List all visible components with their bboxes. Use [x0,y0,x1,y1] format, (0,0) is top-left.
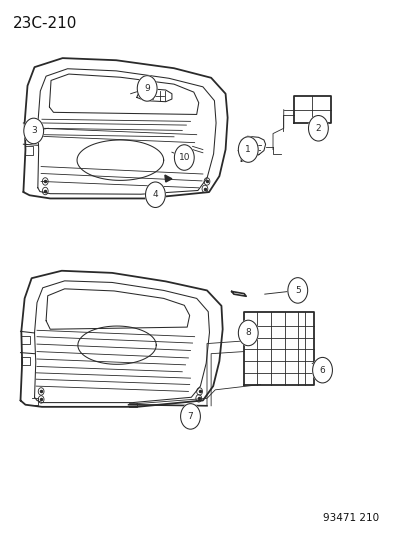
Polygon shape [164,175,171,182]
Circle shape [24,118,43,144]
Circle shape [287,278,307,303]
Circle shape [137,76,157,101]
Text: 8: 8 [245,328,251,337]
Circle shape [312,358,332,383]
Text: 23C-210: 23C-210 [13,15,77,30]
Text: 1: 1 [245,145,251,154]
Text: 2: 2 [315,124,320,133]
Circle shape [238,137,258,163]
Text: 3: 3 [31,126,36,135]
Circle shape [145,182,165,207]
Circle shape [174,145,194,170]
Circle shape [238,320,258,346]
Text: 5: 5 [294,286,300,295]
Text: 9: 9 [144,84,150,93]
Text: 10: 10 [178,153,190,162]
Text: 7: 7 [187,412,193,421]
Circle shape [180,403,200,429]
Circle shape [308,116,328,141]
Text: 93471 210: 93471 210 [322,513,378,523]
Text: 4: 4 [152,190,158,199]
Text: 6: 6 [319,366,325,375]
